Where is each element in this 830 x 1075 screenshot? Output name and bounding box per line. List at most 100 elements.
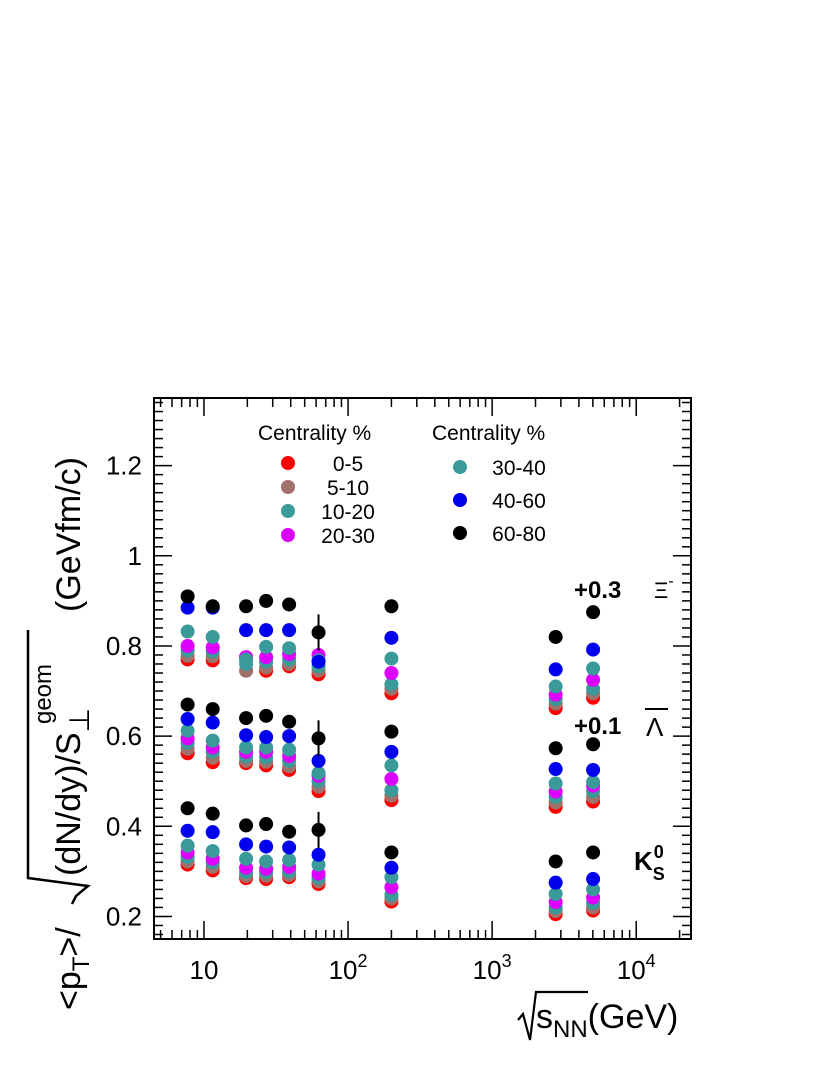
data-point-40-60-Xi	[311, 654, 326, 669]
data-point-40-60-Lambda	[311, 753, 326, 768]
data-point-40-60-Xi	[282, 623, 297, 638]
data-point-30-40-Xi	[239, 652, 254, 667]
x-tick-label: 103	[473, 951, 512, 985]
y-tick-label: 0.4	[106, 811, 142, 841]
data-point-40-60-Xi	[384, 630, 399, 645]
legend-marker	[281, 480, 295, 494]
svg-text:(GeVfm/c): (GeVfm/c)	[50, 457, 88, 612]
legend-label: 60-80	[492, 523, 546, 546]
plot-frame	[153, 397, 692, 940]
data-point-40-60-Xi	[239, 623, 254, 638]
data-point-30-40-K0S	[311, 857, 326, 872]
xi-symbol: Ξ-	[654, 573, 674, 603]
legend-label: 5-10	[327, 477, 369, 500]
svg-text:sNN(GeV): sNN(GeV)	[536, 998, 678, 1043]
legend-title-2: Centrality %	[432, 422, 545, 445]
x-tick-label: 104	[617, 951, 656, 985]
data-point-40-60-K0S	[259, 839, 274, 854]
lambda-offset-label: +0.1	[574, 713, 621, 740]
data-point-40-60-Lambda	[259, 730, 274, 745]
legend-marker	[453, 526, 467, 540]
data-point-40-60-Lambda	[548, 762, 563, 777]
species-label-lambda: +0.1 Λ	[574, 708, 668, 742]
y-tick-label: 1.2	[106, 451, 142, 481]
data-point-40-60-K0S	[205, 825, 220, 840]
legend-label: 0-5	[333, 453, 363, 476]
data-point-30-40-Lambda	[259, 740, 274, 755]
x-axis-label: sNN(GeV)	[517, 990, 678, 1043]
data-point-30-40-K0S	[282, 853, 297, 868]
x-tick-label: 102	[329, 951, 368, 985]
data-point-30-40-K0S	[239, 851, 254, 866]
data-point-40-60-K0S	[180, 823, 195, 838]
data-point-30-40-Lambda	[311, 766, 326, 781]
data-point-40-60-K0S	[311, 847, 326, 862]
data-point-40-60-Lambda	[239, 728, 254, 743]
data-point-20-30-Xi	[586, 672, 601, 687]
data-point-40-60-K0S	[239, 837, 254, 852]
species-label-xi: +0.3 Ξ-	[574, 573, 674, 604]
data-point-20-30-Xi	[384, 666, 399, 681]
tick-labels: 0.2 0.4 0.6 0.8 1 1.2 10 102 103 104	[106, 451, 656, 985]
svg-text:(dN/dy)/S⊥geom: (dN/dy)/S⊥geom	[30, 664, 95, 876]
data-point-30-40-Lambda	[384, 758, 399, 773]
x-tick-label: 10	[190, 955, 219, 985]
data-point-30-40-K0S	[586, 882, 601, 897]
y-tick-label: 0.6	[106, 721, 142, 751]
data-point-30-40-Xi	[205, 629, 220, 644]
data-point-30-40-Lambda	[205, 733, 220, 748]
data-point-30-40-Xi	[548, 679, 563, 694]
lambda-symbol: Λ	[646, 712, 664, 742]
data-point-40-60-Lambda	[586, 762, 601, 777]
legend-label: 40-60	[492, 490, 546, 513]
data-point-30-40-Lambda	[548, 776, 563, 791]
data-point-30-40-Lambda	[586, 775, 601, 790]
y-tick-label: 0.8	[106, 631, 142, 661]
data-point-40-60-Lambda	[205, 715, 220, 730]
legend-label: 10-20	[321, 501, 375, 524]
data-point-10-20-Lambda	[384, 783, 399, 798]
data-point-30-40-Lambda	[180, 723, 195, 738]
data-point-30-40-K0S	[180, 838, 195, 853]
legend-label: 30-40	[492, 457, 546, 480]
data-point-20-30-K0S	[384, 880, 399, 895]
data-point-40-60-Xi	[586, 642, 601, 657]
data-point-30-40-Xi	[586, 661, 601, 676]
data-point-40-60-K0S	[282, 840, 297, 855]
data-point-10-20-Xi	[384, 677, 399, 692]
data-point-20-30-Lambda	[384, 771, 399, 786]
data-point-40-60-K0S	[384, 860, 399, 875]
data-point-30-40-Xi	[282, 641, 297, 656]
data-point-40-60-Lambda	[180, 711, 195, 726]
data-point-30-40-Lambda	[239, 740, 254, 755]
y-tick-label: 0.2	[106, 901, 142, 931]
data-point-30-40-K0S	[205, 844, 220, 859]
legend-marker	[281, 504, 295, 518]
legend-marker	[453, 460, 467, 474]
data-point-40-60-Xi	[180, 600, 195, 615]
legend-marker	[281, 528, 295, 542]
data-point-20-30-Xi	[180, 638, 195, 653]
legend-marker	[281, 456, 295, 470]
legend-marker	[453, 493, 467, 507]
legend-title-1: Centrality %	[258, 422, 371, 445]
data-point-40-60-Lambda	[282, 729, 297, 744]
data-point-30-40-K0S	[259, 854, 274, 869]
data-point-40-60-Lambda	[384, 744, 399, 759]
axis-ticks	[154, 398, 691, 939]
data-point-30-40-Xi	[384, 651, 399, 666]
k0s-symbol: K0 S	[634, 842, 665, 884]
data-point-30-40-Xi	[180, 624, 195, 639]
data-point-20-30-Xi	[205, 640, 220, 655]
data-point-30-40-Lambda	[282, 742, 297, 757]
data-point-20-30-Xi	[259, 650, 274, 665]
data-point-40-60-Xi	[259, 623, 274, 638]
svg-text:<pT>/: <pT>/	[50, 927, 95, 1010]
data-point-30-40-K0S	[548, 886, 563, 901]
y-tick-label: 1	[128, 541, 142, 571]
data-point-30-40-Xi	[259, 639, 274, 654]
legend-label: 20-30	[321, 525, 375, 548]
data-point-40-60-K0S	[586, 872, 601, 887]
